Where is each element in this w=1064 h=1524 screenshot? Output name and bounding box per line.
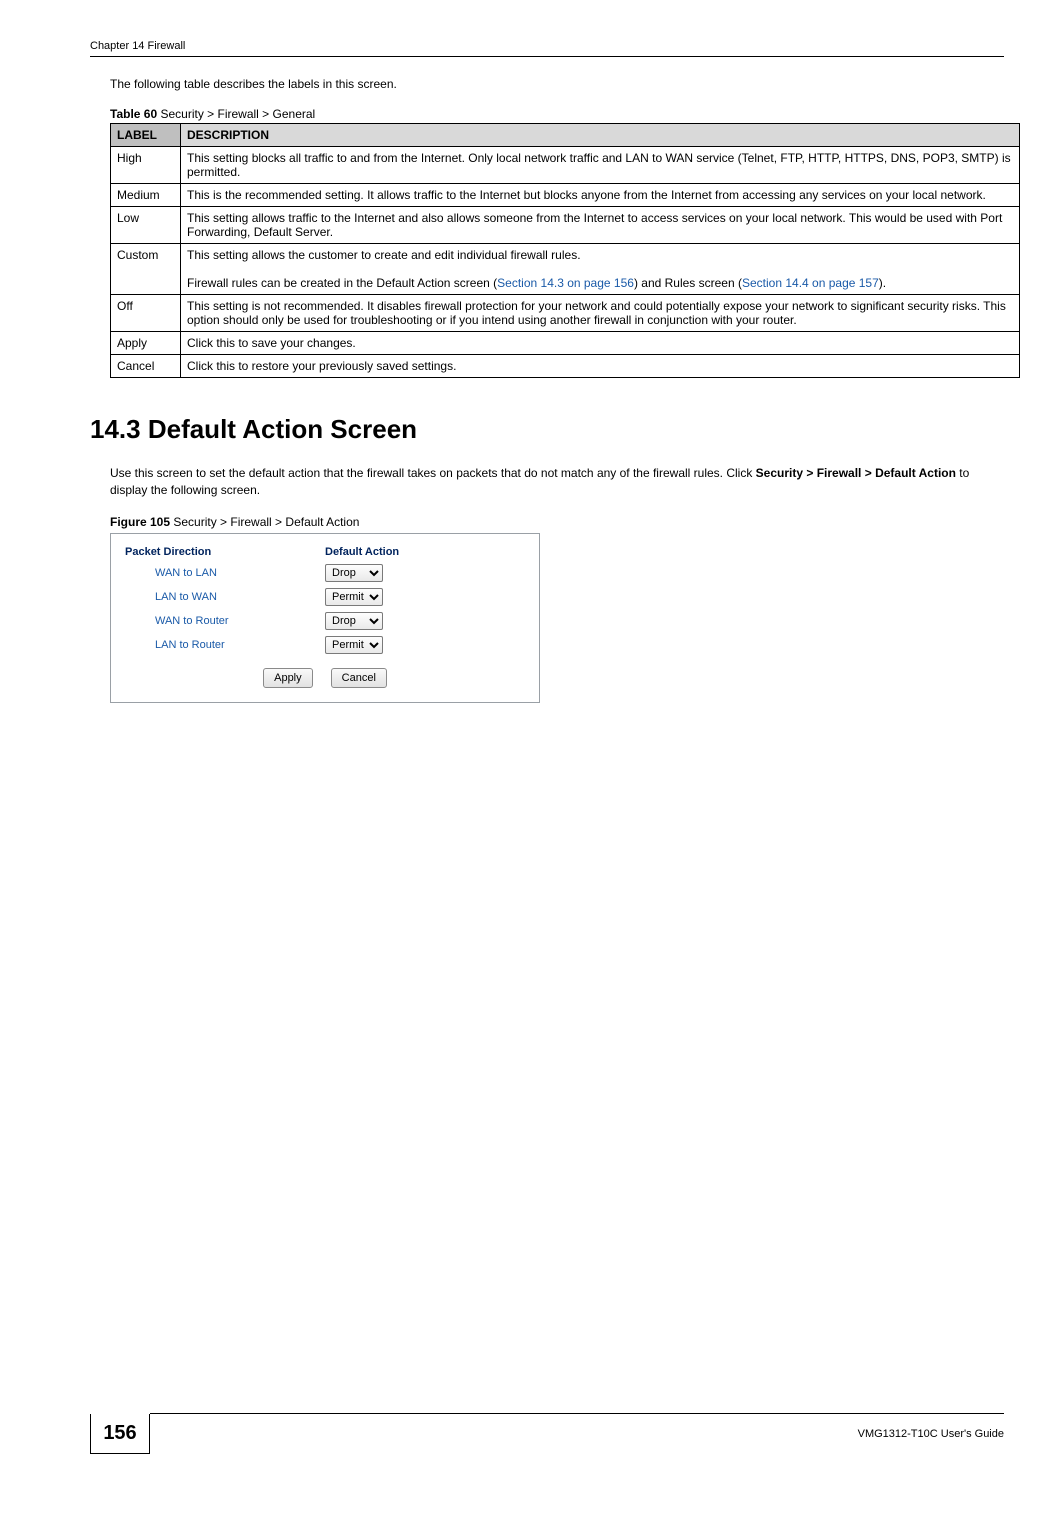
page-number: 156 (90, 1414, 150, 1454)
cell-desc: This setting is not recommended. It disa… (181, 295, 1020, 332)
cell-label: Custom (111, 244, 181, 295)
header-rule (90, 56, 1004, 57)
link-section-14-4[interactable]: Section 14.4 on page 157 (742, 276, 879, 290)
figure105-caption-rest: Security > Firewall > Default Action (170, 515, 359, 529)
action-select-lan-to-router[interactable]: DropPermitReject (325, 636, 383, 654)
intro-text: The following table describes the labels… (90, 77, 1004, 91)
table-row: Apply Click this to save your changes. (111, 332, 1020, 355)
cell-label: Low (111, 207, 181, 244)
table60: LABEL DESCRIPTION High This setting bloc… (110, 123, 1020, 378)
chapter-header: Chapter 14 Firewall (90, 40, 1004, 52)
action-select-wan-to-lan[interactable]: DropPermitReject (325, 564, 383, 582)
guide-name: VMG1312-T10C User's Guide (150, 1428, 1004, 1440)
cell-desc: This setting blocks all traffic to and f… (181, 147, 1020, 184)
cell-label: Off (111, 295, 181, 332)
cell-desc: Click this to save your changes. (181, 332, 1020, 355)
default-action-panel: Packet Direction Default Action WAN to L… (110, 533, 540, 703)
table-row: Cancel Click this to restore your previo… (111, 355, 1020, 378)
table-row: Off This setting is not recommended. It … (111, 295, 1020, 332)
th-desc: DESCRIPTION (181, 124, 1020, 147)
direction-label: WAN to Router (125, 615, 325, 627)
table60-caption-rest: Security > Firewall > General (157, 107, 315, 121)
figure105-caption-bold: Figure 105 (110, 515, 170, 529)
action-select-wan-to-router[interactable]: DropPermitReject (325, 612, 383, 630)
direction-label: WAN to LAN (125, 567, 325, 579)
cell-label: Cancel (111, 355, 181, 378)
page-footer: 156 VMG1312-T10C User's Guide (0, 1413, 1064, 1454)
cell-label: Medium (111, 184, 181, 207)
cell-label: High (111, 147, 181, 184)
table60-caption: Table 60 Security > Firewall > General (90, 107, 1004, 121)
cell-desc: Click this to restore your previously sa… (181, 355, 1020, 378)
custom-desc-post: ). (879, 276, 886, 290)
figure105-caption: Figure 105 Security > Firewall > Default… (90, 515, 1004, 529)
cell-desc: This is the recommended setting. It allo… (181, 184, 1020, 207)
action-select-lan-to-wan[interactable]: DropPermitReject (325, 588, 383, 606)
panel-head-packet-direction: Packet Direction (125, 546, 325, 558)
table-row: Low This setting allows traffic to the I… (111, 207, 1020, 244)
cell-desc: This setting allows traffic to the Inter… (181, 207, 1020, 244)
body-pre: Use this screen to set the default actio… (110, 466, 756, 480)
link-section-14-3[interactable]: Section 14.3 on page 156 (497, 276, 634, 290)
table60-caption-bold: Table 60 (110, 107, 157, 121)
table-row: Custom This setting allows the customer … (111, 244, 1020, 295)
apply-button[interactable]: Apply (263, 668, 313, 688)
body-bold: Security > Firewall > Default Action (756, 466, 956, 480)
table-row: High This setting blocks all traffic to … (111, 147, 1020, 184)
direction-label: LAN to WAN (125, 591, 325, 603)
table-row: Medium This is the recommended setting. … (111, 184, 1020, 207)
th-label: LABEL (111, 124, 181, 147)
section-body: Use this screen to set the default actio… (90, 465, 1004, 499)
direction-label: LAN to Router (125, 639, 325, 651)
custom-desc-mid: ) and Rules screen ( (634, 276, 742, 290)
section-title: 14.3 Default Action Screen (90, 414, 1004, 445)
cell-label: Apply (111, 332, 181, 355)
cell-desc: This setting allows the customer to crea… (181, 244, 1020, 295)
panel-head-default-action: Default Action (325, 546, 505, 558)
cancel-button[interactable]: Cancel (331, 668, 387, 688)
